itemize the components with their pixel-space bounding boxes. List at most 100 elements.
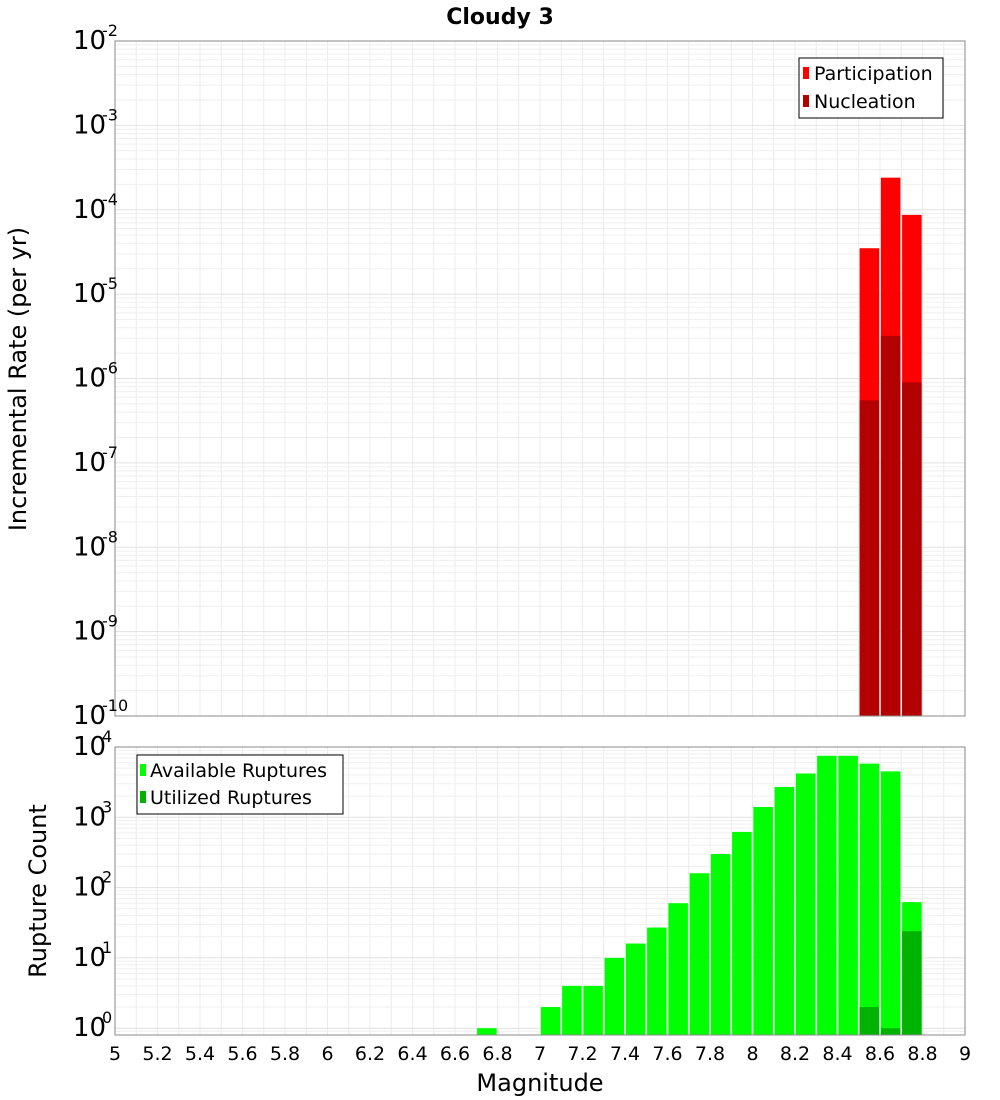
utilized-ruptures-bar <box>902 931 922 1035</box>
utilized-ruptures-bar <box>880 1028 901 1035</box>
available-ruptures-bar <box>604 957 625 1035</box>
bottom-y-axis-label: Rupture Count <box>24 804 52 978</box>
available-ruptures-bar <box>753 807 773 1035</box>
available-ruptures-bar <box>689 873 710 1035</box>
bottom-y-tick-exponent: 1 <box>102 938 112 957</box>
top-legend: Participation Nucleation <box>798 57 944 119</box>
legend-label-available: Available Ruptures <box>150 760 327 782</box>
available-ruptures-bar <box>540 1007 561 1035</box>
x-tick-label: 6.8 <box>482 1043 512 1065</box>
bottom-y-tick-label: 10 <box>73 732 106 762</box>
available-ruptures-bar <box>625 943 646 1035</box>
bottom-plot-border <box>114 746 966 1036</box>
top-y-tick-label: 10 <box>73 195 106 225</box>
top-y-tick-exponent: -7 <box>102 443 118 462</box>
nucleation-bar <box>859 400 880 716</box>
bottom-y-tick-label: 10 <box>73 873 106 903</box>
top-gridlines <box>114 40 966 717</box>
bottom-y-tick-exponent: 2 <box>102 868 112 887</box>
legend-label-utilized: Utilized Ruptures <box>150 787 312 809</box>
legend-label-nucleation: Nucleation <box>814 91 916 113</box>
x-tick-label: 8.2 <box>780 1043 810 1065</box>
top-panel: 10-210-310-410-510-610-710-810-910-10 In… <box>4 21 966 731</box>
top-y-tick-label: 10 <box>73 279 106 309</box>
bottom-legend-box <box>136 754 344 815</box>
available-ruptures-bar <box>647 927 667 1035</box>
top-y-tick-label: 10 <box>73 364 106 394</box>
top-y-tick-label: 10 <box>73 26 106 56</box>
bottom-y-tick-exponent: 0 <box>102 1008 112 1027</box>
x-tick-label: 5.4 <box>185 1043 215 1065</box>
bottom-y-tick-exponent: 4 <box>102 727 112 746</box>
available-ruptures-bar <box>732 831 752 1035</box>
top-y-tick-exponent: -4 <box>102 190 118 209</box>
nucleation-bar <box>880 335 901 716</box>
top-y-tick-label: 10 <box>73 110 106 140</box>
top-legend-box <box>798 57 944 119</box>
available-ruptures-bar <box>562 985 582 1035</box>
x-tick-label: 8 <box>746 1043 758 1065</box>
x-tick-label: 7.2 <box>567 1043 597 1065</box>
x-tick-label: 9 <box>959 1043 971 1065</box>
available-ruptures-bar <box>859 763 880 1035</box>
x-tick-label: 7.8 <box>695 1043 725 1065</box>
available-ruptures-bar <box>583 985 603 1035</box>
bottom-y-tick-exponent: 3 <box>102 797 112 816</box>
x-tick-labels: 5 5.2 5.4 5.6 5.8 6 6.2 6.4 6.6 6.8 7 7.2 7.4 7.6 7.8 8… <box>109 1043 971 1065</box>
x-tick-label: 7.4 <box>610 1043 640 1065</box>
legend-swatch-available <box>140 764 146 776</box>
legend-swatch-participation <box>803 67 809 79</box>
top-y-tick-exponent: -3 <box>102 105 118 124</box>
x-tick-label: 6 <box>321 1043 333 1065</box>
top-y-tick-exponent: -9 <box>102 612 118 631</box>
x-axis-label: Magnitude <box>476 1069 603 1097</box>
top-bars <box>859 177 922 717</box>
available-ruptures-bar <box>774 786 795 1035</box>
x-tick-label: 6.4 <box>397 1043 427 1065</box>
x-tick-label: 7 <box>534 1043 546 1065</box>
top-y-tick-exponent: -2 <box>102 21 118 40</box>
top-y-tick-exponent: -6 <box>102 359 118 378</box>
x-tick-label: 6.6 <box>440 1043 470 1065</box>
x-tick-label: 8.8 <box>907 1043 937 1065</box>
bottom-y-tick-label: 10 <box>73 802 106 832</box>
legend-swatch-utilized <box>140 791 146 803</box>
top-y-tick-exponent: -5 <box>102 274 118 293</box>
nucleation-bar <box>902 382 922 716</box>
utilized-ruptures-bar <box>859 1007 880 1035</box>
top-y-tick-label: 10 <box>73 617 106 647</box>
bottom-legend: Available Ruptures Utilized Ruptures <box>136 754 344 815</box>
x-tick-label: 8.6 <box>865 1043 895 1065</box>
available-ruptures-bar <box>838 755 858 1035</box>
x-tick-label: 5.2 <box>142 1043 172 1065</box>
top-y-tick-label: 10 <box>73 701 106 731</box>
x-tick-label: 7.6 <box>652 1043 682 1065</box>
top-y-tick-exponent: -10 <box>102 696 128 715</box>
available-ruptures-bar <box>668 903 688 1035</box>
x-tick-label: 5.8 <box>270 1043 300 1065</box>
chart-title: Cloudy 3 <box>446 5 554 30</box>
x-tick-label: 5 <box>109 1043 121 1065</box>
top-y-tick-labels: 10-210-310-410-510-610-710-810-910-10 <box>73 21 128 731</box>
available-ruptures-bar <box>477 1028 497 1035</box>
top-y-tick-exponent: -8 <box>102 527 118 546</box>
available-ruptures-bar <box>880 771 901 1035</box>
bottom-y-tick-label: 10 <box>73 1013 106 1043</box>
available-ruptures-bar <box>795 773 816 1035</box>
top-y-tick-label: 10 <box>73 532 106 562</box>
x-tick-label: 6.2 <box>355 1043 385 1065</box>
legend-swatch-nucleation <box>803 95 809 107</box>
available-ruptures-bar <box>710 854 731 1035</box>
bottom-bars <box>477 755 922 1035</box>
bottom-y-tick-label: 10 <box>73 943 106 973</box>
top-plot-border <box>114 40 966 717</box>
x-tick-label: 5.6 <box>227 1043 257 1065</box>
top-y-axis-label: Incremental Rate (per yr) <box>4 227 32 531</box>
x-tick-label: 8.4 <box>822 1043 852 1065</box>
top-y-tick-label: 10 <box>73 448 106 478</box>
available-ruptures-bar <box>817 755 837 1035</box>
legend-label-participation: Participation <box>814 63 933 85</box>
